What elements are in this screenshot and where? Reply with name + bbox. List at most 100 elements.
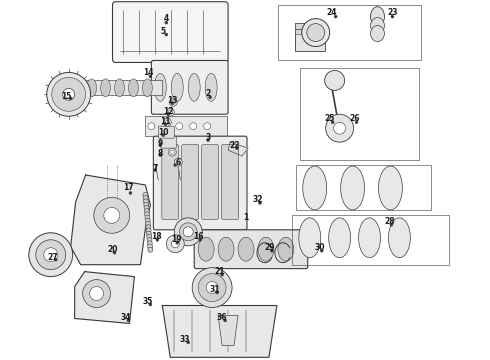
Text: 10: 10 xyxy=(158,128,169,137)
Ellipse shape xyxy=(329,218,350,258)
Circle shape xyxy=(148,247,153,252)
Circle shape xyxy=(69,97,72,100)
Circle shape xyxy=(176,160,180,164)
Circle shape xyxy=(149,303,152,306)
Circle shape xyxy=(176,123,183,130)
Circle shape xyxy=(172,240,179,248)
Circle shape xyxy=(143,193,148,197)
Circle shape xyxy=(166,108,174,116)
Circle shape xyxy=(164,123,167,126)
Circle shape xyxy=(320,249,323,252)
Circle shape xyxy=(163,118,172,126)
Circle shape xyxy=(47,72,91,116)
Ellipse shape xyxy=(359,218,380,258)
Ellipse shape xyxy=(370,26,385,41)
Circle shape xyxy=(146,228,151,233)
Bar xyxy=(295,23,325,28)
Ellipse shape xyxy=(370,18,385,33)
Circle shape xyxy=(162,123,169,130)
FancyBboxPatch shape xyxy=(113,2,228,62)
Circle shape xyxy=(307,24,325,41)
Circle shape xyxy=(206,282,218,293)
Circle shape xyxy=(165,21,168,24)
Circle shape xyxy=(145,218,150,223)
Polygon shape xyxy=(74,272,134,323)
Circle shape xyxy=(36,240,66,270)
Circle shape xyxy=(171,150,174,154)
Ellipse shape xyxy=(188,73,200,101)
Ellipse shape xyxy=(205,73,217,101)
Circle shape xyxy=(355,121,358,124)
Text: 5: 5 xyxy=(161,27,166,36)
Circle shape xyxy=(334,122,345,134)
Circle shape xyxy=(145,212,149,217)
Ellipse shape xyxy=(238,237,254,261)
Circle shape xyxy=(171,102,174,105)
Bar xyxy=(295,23,325,50)
FancyBboxPatch shape xyxy=(158,126,174,138)
Circle shape xyxy=(29,233,73,276)
Ellipse shape xyxy=(154,73,166,101)
Bar xyxy=(300,68,419,160)
Circle shape xyxy=(44,248,58,262)
Polygon shape xyxy=(71,175,150,265)
Text: 14: 14 xyxy=(143,68,154,77)
Ellipse shape xyxy=(143,79,152,97)
Circle shape xyxy=(165,33,168,36)
Text: 23: 23 xyxy=(387,8,398,17)
Circle shape xyxy=(145,208,149,213)
Text: 16: 16 xyxy=(193,232,203,241)
Bar xyxy=(295,28,325,33)
Circle shape xyxy=(52,77,86,111)
Circle shape xyxy=(147,241,152,246)
Ellipse shape xyxy=(128,79,138,97)
Circle shape xyxy=(148,123,155,130)
Circle shape xyxy=(302,19,330,46)
Circle shape xyxy=(143,196,148,201)
Text: 20: 20 xyxy=(107,245,118,254)
Text: 22: 22 xyxy=(230,141,240,150)
Polygon shape xyxy=(162,306,277,357)
Circle shape xyxy=(390,223,393,226)
Circle shape xyxy=(166,235,184,253)
Circle shape xyxy=(146,225,151,230)
FancyBboxPatch shape xyxy=(221,145,239,219)
Ellipse shape xyxy=(378,166,402,210)
Circle shape xyxy=(127,319,130,322)
Text: 21: 21 xyxy=(215,267,225,276)
Ellipse shape xyxy=(303,166,327,210)
Circle shape xyxy=(174,158,182,166)
Circle shape xyxy=(169,98,177,106)
Text: 35: 35 xyxy=(142,297,152,306)
Bar xyxy=(146,116,227,136)
Ellipse shape xyxy=(73,79,83,97)
Text: 29: 29 xyxy=(265,243,275,252)
Text: 17: 17 xyxy=(123,184,134,193)
Ellipse shape xyxy=(218,237,234,261)
Circle shape xyxy=(187,341,190,344)
Circle shape xyxy=(144,205,149,210)
Circle shape xyxy=(129,192,132,194)
Ellipse shape xyxy=(258,237,274,261)
Polygon shape xyxy=(218,315,238,345)
Text: 7: 7 xyxy=(153,163,158,172)
Circle shape xyxy=(204,123,211,130)
Bar xyxy=(73,80,162,95)
Circle shape xyxy=(325,71,344,90)
Circle shape xyxy=(168,110,172,114)
FancyBboxPatch shape xyxy=(194,230,308,269)
Text: 1: 1 xyxy=(244,213,248,222)
Text: 15: 15 xyxy=(62,92,72,101)
Circle shape xyxy=(83,280,111,307)
Circle shape xyxy=(144,199,148,204)
Circle shape xyxy=(326,114,354,142)
Text: 26: 26 xyxy=(349,114,360,123)
Circle shape xyxy=(94,197,130,233)
Circle shape xyxy=(165,120,169,124)
Text: 24: 24 xyxy=(326,8,337,17)
Circle shape xyxy=(192,268,232,307)
Text: 28: 28 xyxy=(384,217,395,226)
Text: 8: 8 xyxy=(158,149,163,158)
Circle shape xyxy=(258,201,262,204)
Circle shape xyxy=(147,238,152,243)
